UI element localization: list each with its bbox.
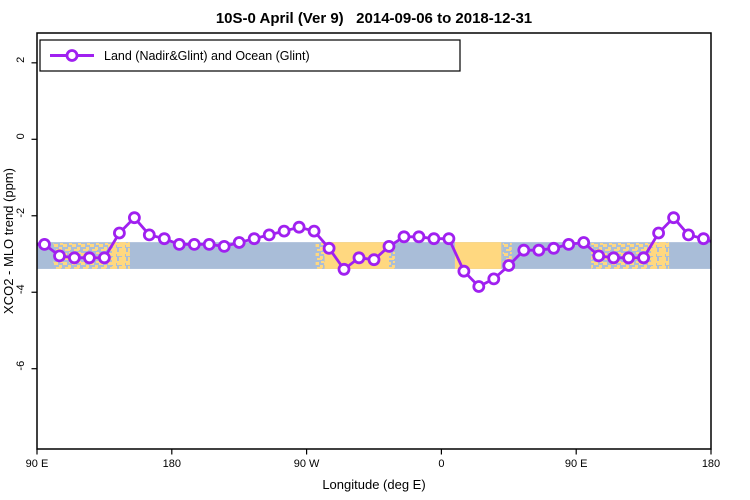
data-point — [172, 237, 186, 251]
x-axis-title: Longitude (deg E) — [322, 477, 425, 492]
axes: 90 E 180 90 W 0 90 E 180 2 0 -2 -4 -6 — [15, 57, 720, 470]
y-axis-title: XCO2 - MLO trend (ppm) — [1, 168, 16, 314]
x-tick-label: 180 — [163, 458, 181, 470]
data-point — [517, 243, 531, 257]
data-point — [337, 262, 351, 276]
data-point — [232, 236, 246, 249]
data-point — [277, 224, 291, 238]
y-tick-label: 0 — [15, 133, 27, 139]
data-point — [217, 239, 231, 253]
data-point — [487, 272, 501, 286]
data-point — [532, 243, 546, 257]
x-tick-label: 180 — [702, 458, 720, 470]
data-point — [262, 228, 276, 242]
data-point — [622, 251, 635, 265]
data-point — [202, 237, 216, 251]
legend-marker-icon — [65, 49, 79, 62]
data-point — [457, 264, 471, 278]
land-patch-new-guinea-dense — [111, 242, 130, 269]
data-point — [307, 224, 321, 238]
data-point — [68, 251, 81, 265]
data-point — [427, 232, 441, 246]
data-point — [397, 230, 411, 244]
data-point — [127, 211, 141, 225]
chart-title: 10S-0 April (Ver 9) 2014-09-06 to 2018-1… — [216, 10, 532, 27]
plot-frame — [36, 32, 712, 450]
data-point — [382, 239, 396, 253]
data-point — [442, 232, 456, 246]
data-point — [322, 241, 336, 255]
x-tick-label: 90 E — [26, 458, 49, 470]
x-tick-label: 90 E — [565, 458, 588, 470]
legend-box — [39, 39, 461, 72]
y-tick-label: -4 — [15, 284, 27, 294]
data-point — [142, 228, 156, 242]
data-point — [113, 226, 126, 240]
land-patch-south-america-east-edge — [388, 242, 395, 269]
data-point — [682, 228, 695, 242]
data-point — [577, 236, 591, 249]
data-point — [157, 232, 171, 246]
y-tick-label: -6 — [15, 361, 27, 371]
data-point — [502, 259, 516, 272]
data-point — [292, 220, 306, 234]
data-point — [592, 249, 606, 263]
data-point — [367, 253, 381, 267]
data-point — [472, 280, 486, 293]
data-point — [412, 230, 426, 244]
data-point — [187, 237, 201, 251]
data-point — [652, 226, 665, 240]
data-point — [98, 251, 111, 265]
data-point — [562, 237, 576, 251]
data-point — [607, 251, 620, 265]
land-patch-africa — [454, 242, 502, 269]
legend: Land (Nadir&Glint) and Ocean (Glint) — [39, 39, 461, 72]
data-series — [37, 211, 711, 293]
land-patch-madagascar — [502, 242, 512, 269]
data-point — [247, 232, 261, 246]
data-point — [547, 241, 561, 255]
data-point — [352, 251, 366, 265]
y-tick-label: 2 — [15, 57, 27, 63]
data-point — [53, 249, 66, 263]
data-point — [667, 211, 680, 225]
data-point — [83, 251, 96, 265]
data-point — [637, 251, 650, 265]
x-tick-label: 0 — [438, 458, 444, 470]
land-patch-new-guinea-dense-repeat — [651, 242, 670, 269]
x-tick-label: 90 W — [294, 458, 320, 470]
legend-label: Land (Nadir&Glint) and Ocean (Glint) — [104, 49, 310, 63]
data-point — [697, 232, 710, 246]
y-tick-label: -2 — [15, 208, 27, 218]
data-point — [38, 237, 51, 251]
land-patch-south-america-west-edge — [315, 242, 325, 269]
